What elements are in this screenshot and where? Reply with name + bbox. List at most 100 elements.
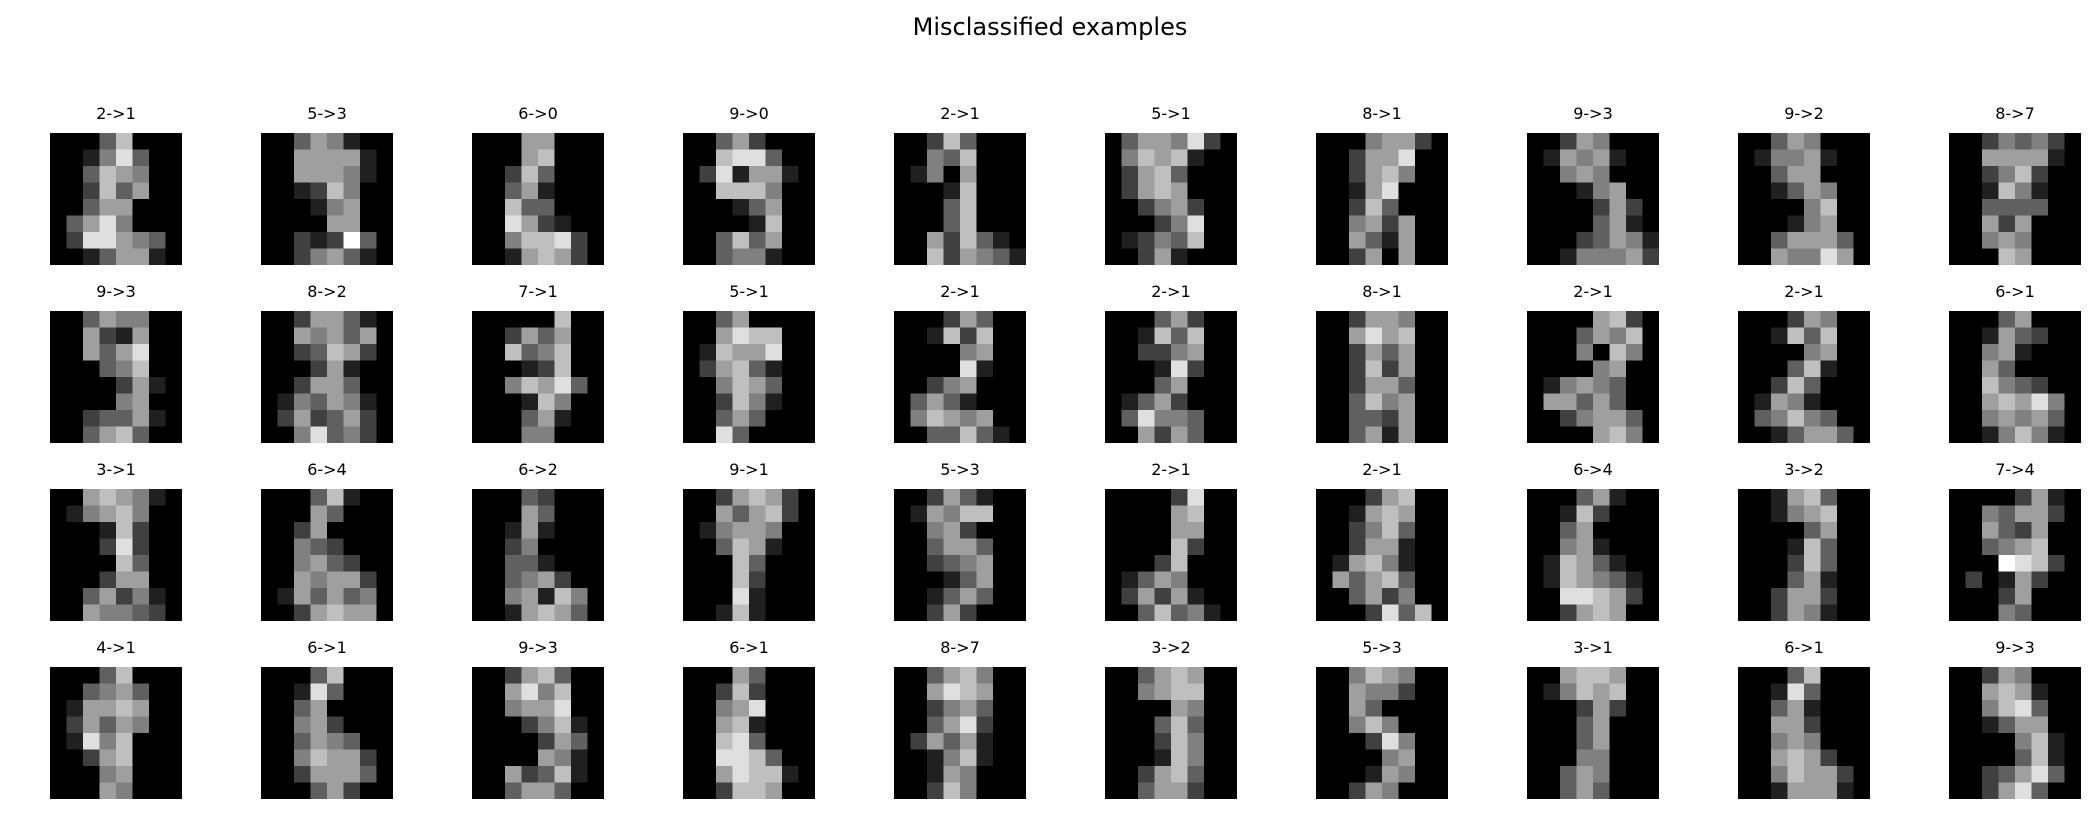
digit-image [472,133,604,265]
pixel [66,360,84,378]
pixel [343,360,361,378]
pixel [910,489,928,506]
example-36: 3->2 [1105,634,1237,799]
pixel [1576,733,1594,750]
pixel [749,377,766,394]
pixel [910,766,928,783]
pixel [683,555,700,572]
pixel [960,766,977,783]
pixel [1787,538,1805,556]
pixel [765,248,783,265]
pixel [765,311,783,328]
pixel [943,344,961,361]
pixel [732,538,750,556]
pixel [1398,166,1416,183]
pixel [765,733,783,750]
pixel [132,133,150,150]
pixel [294,749,311,767]
pixel [683,766,700,783]
pixel [1105,489,1122,506]
pixel [2015,733,2032,750]
pixel [1154,716,1172,734]
pixel [277,393,295,411]
example-label: 6->1 [307,638,347,657]
pixel [571,538,588,556]
pixel [960,149,977,167]
pixel [1593,716,1610,734]
pixel [1415,683,1432,701]
pixel [1009,248,1026,265]
pixel [2064,248,2081,265]
example-33: 9->3 [472,634,604,799]
pixel [165,733,182,750]
pixel [1171,766,1188,783]
pixel [1138,199,1155,216]
pixel [1187,522,1205,539]
pixel [1738,555,1755,572]
pixel [1204,667,1221,684]
pixel [2064,683,2081,701]
pixel [1171,199,1188,216]
pixel [1121,199,1139,216]
pixel [1576,344,1594,361]
pixel [360,604,377,621]
pixel [2015,426,2032,443]
digit-image [261,667,393,799]
pixel [132,232,150,249]
pixel [1382,716,1399,734]
example-9: 9->2 [1738,100,1870,265]
pixel [1837,166,1854,183]
pixel [2064,149,2081,167]
pixel [765,749,783,767]
pixel [1431,149,1448,167]
pixel [132,522,150,539]
pixel [927,199,944,216]
pixel [1965,149,1983,167]
pixel [1593,505,1610,523]
pixel [165,538,182,556]
pixel [732,766,750,783]
pixel [1626,700,1643,717]
pixel [765,766,783,783]
pixel [1382,166,1399,183]
pixel [1804,182,1821,200]
pixel [749,683,766,701]
example-28: 6->4 [1527,456,1659,621]
pixel [1543,716,1561,734]
pixel [1171,327,1188,345]
pixel [993,571,1010,589]
pixel [327,538,344,556]
pixel [1593,555,1610,572]
pixel [683,377,700,394]
pixel [1738,182,1755,200]
pixel [343,166,361,183]
pixel [749,522,766,539]
pixel [1154,327,1172,345]
pixel [1204,166,1221,183]
pixel [1787,215,1805,233]
pixel [1316,133,1333,150]
pixel [1820,215,1838,233]
pixel [376,166,393,183]
digit-image [1316,311,1448,443]
pixel [1187,182,1205,200]
pixel [99,232,117,249]
pixel [343,604,361,621]
pixel [1332,199,1350,216]
pixel [765,555,783,572]
pixel [2015,344,2032,361]
pixel [1105,182,1122,200]
pixel [683,522,700,539]
pixel [1853,426,1870,443]
pixel [699,360,717,378]
pixel [310,538,328,556]
pixel [1332,683,1350,701]
pixel [1220,248,1237,265]
pixel [132,426,150,443]
pixel [2048,248,2065,265]
pixel [1009,683,1026,701]
pixel [1576,393,1594,411]
pixel [149,782,166,799]
pixel [1527,133,1544,150]
pixel [1220,311,1237,328]
